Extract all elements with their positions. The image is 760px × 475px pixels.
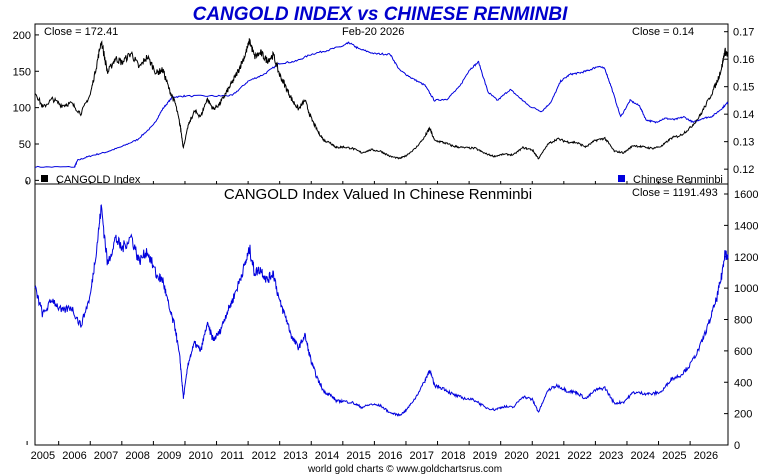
bottom-axis-tick-label: 200 — [734, 409, 752, 421]
left-axis-tick-label: 50 — [19, 139, 31, 151]
right-axis-tick-label: 0.15 — [733, 82, 754, 94]
top-panel-frame — [34, 23, 729, 185]
x-tick-label: 2021 — [536, 450, 560, 462]
bottom-axis-tick-label: 1200 — [734, 252, 758, 264]
x-tick-label: 2017 — [410, 450, 434, 462]
x-tick-label: 2011 — [220, 450, 244, 462]
legend-swatch-cangold — [41, 175, 48, 182]
x-tick-label: 2007 — [94, 450, 118, 462]
right-close-label: Close = 0.14 — [632, 26, 694, 38]
x-tick-label: 2015 — [346, 450, 370, 462]
x-tick-label: 2018 — [441, 450, 465, 462]
x-tick-label: 2008 — [125, 450, 149, 462]
right-axis-tick-label: 0.12 — [733, 164, 754, 176]
left-axis-tick-label: 150 — [13, 66, 31, 78]
footer-credit: world gold charts © www.goldchartsrus.co… — [307, 464, 502, 475]
legend-label-renminbi: Chinese Renminbi — [633, 174, 723, 186]
x-tick-label: 2010 — [189, 450, 213, 462]
left-close-label: Close = 172.41 — [44, 26, 118, 38]
x-tick-label: 2022 — [567, 450, 591, 462]
right-axis-tick-label: 0.16 — [733, 54, 754, 66]
bottom-axis-tick-label: 600 — [734, 346, 752, 358]
bottom-axis-tick-label: 800 — [734, 315, 752, 327]
bottom-axis-tick-label: 1600 — [734, 189, 758, 201]
chart-title: CANGOLD INDEX vs CHINESE RENMINBI — [193, 4, 568, 25]
left-axis-tick-label: 200 — [13, 30, 31, 42]
legend-swatch-renminbi — [618, 175, 625, 182]
legend-label-cangold: CANGOLD Index — [56, 174, 141, 186]
bottom-chart-title: CANGOLD Index Valued In Chinese Renminbi — [224, 186, 532, 203]
axes-group: 0 50 100 150 200 0.12 0.13 0.14 0.15 0.16 0.17 0 200… — [13, 27, 759, 462]
renminbi-line — [34, 41, 729, 169]
bottom-axis-tick-label: 1400 — [734, 220, 758, 232]
left-axis-tick-label: 100 — [13, 103, 31, 115]
right-axis-tick-label: 0.13 — [733, 137, 754, 149]
cangold-in-renminbi-line — [34, 204, 729, 417]
date-label: Feb-20 2026 — [342, 26, 404, 38]
x-tick-label: 2006 — [62, 450, 86, 462]
x-tick-label: 2023 — [599, 450, 623, 462]
x-tick-label: 2005 — [31, 450, 55, 462]
x-tick-label: 2009 — [157, 450, 181, 462]
x-tick-label: 2026 — [694, 450, 718, 462]
right-axis-tick-label: 0.14 — [733, 109, 754, 121]
bottom-close-label: Close = 1191.493 — [632, 187, 718, 199]
cangold-line — [34, 38, 729, 160]
bottom-axis-tick-label: 1000 — [734, 283, 758, 295]
bottom-axis-tick-label: 400 — [734, 377, 752, 389]
x-tick-label: 2019 — [473, 450, 497, 462]
x-tick-label: 2024 — [631, 450, 655, 462]
bottom-axis-tick-label: 0 — [734, 440, 740, 452]
x-tick-label: 2014 — [315, 450, 339, 462]
x-tick-label: 2016 — [378, 450, 402, 462]
x-tick-label: 2013 — [283, 450, 307, 462]
right-axis-tick-label: 0.17 — [733, 27, 754, 39]
left-axis-tick-label: 0 — [25, 175, 31, 187]
bottom-panel-frame — [34, 183, 729, 446]
x-tick-label: 2025 — [662, 450, 686, 462]
x-tick-label: 2020 — [504, 450, 528, 462]
series-group — [34, 38, 729, 417]
x-tick-label: 2012 — [252, 450, 276, 462]
